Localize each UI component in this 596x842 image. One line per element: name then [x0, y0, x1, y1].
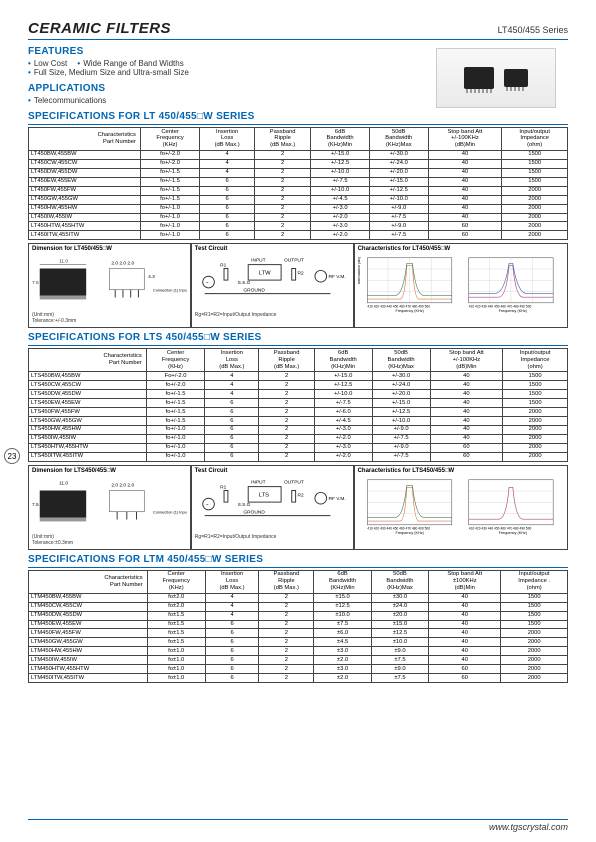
- svg-text:OUTPUT: OUTPUT: [284, 258, 304, 264]
- svg-text:410 420 430 440 450 460 470 48: 410 420 430 440 450 460 470 480 490 500: [367, 305, 430, 309]
- svg-text:R2: R2: [297, 492, 303, 498]
- svg-text:R1: R1: [220, 263, 226, 269]
- svg-text:410 420 430 440 450 460 470 48: 410 420 430 440 450 460 470 480 490 500: [468, 526, 531, 530]
- svg-text:Connection (1) Input (2) Groun: Connection (1) Input (2) Ground (3) Outp…: [153, 510, 187, 514]
- svg-text:R2: R2: [297, 271, 303, 277]
- svg-text:Frequency (KHz): Frequency (KHz): [395, 531, 424, 535]
- svg-text:11.0: 11.0: [59, 480, 68, 486]
- lt-dimension-diagram: 11.0 7.5 2.0 2.0 2.0 4.3 Connection (1) I…: [32, 254, 187, 312]
- svg-text:LTS: LTS: [259, 492, 269, 498]
- lt-heading: SPECIFICATIONS FOR LT 450/455□W SERIES: [28, 111, 568, 122]
- series-label: LT450/455 Series: [498, 25, 568, 35]
- svg-text:Frequency (KHz): Frequency (KHz): [498, 531, 527, 535]
- lts-panels: Dimension for LTS450/455□W 11.07.5 2.0 2…: [28, 465, 568, 550]
- ltm-spec-table: CharacteristicsPart NumberCenterFrequenc…: [28, 570, 568, 683]
- lts-dimension-diagram: 11.0 7.5 2.0 2.0 2.0 Connection (1) Input…: [32, 476, 187, 534]
- page-badge: 23: [4, 448, 20, 464]
- svg-text:410 420 430 440 450 460 470 48: 410 420 430 440 450 460 470 480 490 500: [468, 305, 531, 309]
- product-photo: [436, 48, 556, 108]
- svg-text:Attenuation (dB): Attenuation (dB): [358, 257, 361, 285]
- svg-text:410 420 430 440 450 460 470 48: 410 420 430 440 450 460 470 480 490 500: [367, 526, 430, 530]
- ltm-heading: SPECIFICATIONS FOR LTM 450/455□W SERIES: [28, 554, 568, 565]
- footer-url: www.tgscrystal.com: [28, 819, 568, 832]
- svg-text:7.5: 7.5: [32, 280, 39, 286]
- lt-test-circuit: LTW INPUT OUTPUT ~ R1 R2 RF V.M. GROUND S…: [195, 254, 350, 312]
- svg-text:R1: R1: [220, 484, 226, 490]
- lt-spec-table: CharacteristicsPart NumberCenterFrequenc…: [28, 127, 568, 240]
- svg-text:Frequency (KHz): Frequency (KHz): [498, 310, 527, 314]
- svg-text:RF V.M.: RF V.M.: [328, 275, 345, 281]
- lt-characteristics-chart: Attenuation (dB) Frequency (KHz) Frequenc…: [358, 254, 564, 316]
- svg-text:~: ~: [205, 281, 208, 286]
- page-title: CERAMIC FILTERS: [28, 20, 171, 37]
- svg-text:4.3: 4.3: [148, 275, 155, 281]
- svg-text:7.5: 7.5: [32, 502, 39, 508]
- svg-text:GROUND: GROUND: [243, 509, 265, 515]
- lts-test-circuit: LTS INPUT OUTPUT ~ R1 R2 RF V.M. GROUND S…: [195, 476, 350, 534]
- svg-text:OUTPUT: OUTPUT: [284, 479, 304, 485]
- svg-text:INPUT: INPUT: [251, 258, 266, 264]
- svg-text:S.S.G: S.S.G: [237, 280, 250, 286]
- svg-text:Frequency (KHz): Frequency (KHz): [395, 310, 424, 314]
- svg-text:S.S.G: S.S.G: [237, 502, 250, 508]
- lts-spec-table: CharacteristicsPart NumberCenterFrequenc…: [28, 348, 568, 461]
- svg-text:LTW: LTW: [259, 271, 271, 277]
- svg-text:RF V.M.: RF V.M.: [328, 496, 345, 502]
- lts-heading: SPECIFICATIONS FOR LTS 450/455□W SERIES: [28, 332, 568, 343]
- svg-text:Connection (1) Input (2)(4)Gro: Connection (1) Input (2)(4)Ground (3) Ou…: [153, 289, 187, 293]
- svg-text:2.0 2.0 2.0: 2.0 2.0 2.0: [111, 482, 134, 488]
- svg-text:GROUND: GROUND: [243, 288, 265, 294]
- lt-panels: Dimension for LT450/455□W 11.0 7.5 2.0 2…: [28, 243, 568, 328]
- lts-characteristics-chart: Frequency (KHz) Frequency (KHz) 410 420 4…: [358, 476, 564, 538]
- svg-text:2.0 2.0 2.0: 2.0 2.0 2.0: [111, 261, 134, 267]
- svg-text:INPUT: INPUT: [251, 479, 266, 485]
- svg-text:11.0: 11.0: [59, 259, 68, 265]
- svg-text:~: ~: [205, 503, 208, 508]
